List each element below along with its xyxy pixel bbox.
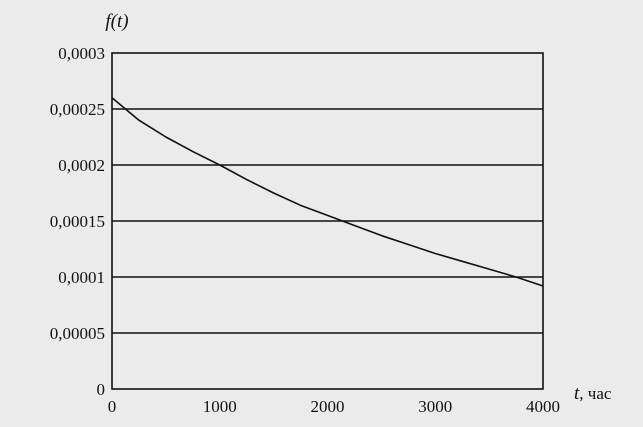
x-tick-label: 3000 xyxy=(418,397,452,416)
y-tick-label: 0,0001 xyxy=(58,268,105,287)
x-tick-label: 1000 xyxy=(203,397,237,416)
y-tick-label: 0,0002 xyxy=(58,156,105,175)
x-tick-label: 2000 xyxy=(311,397,345,416)
y-tick-label: 0,00005 xyxy=(50,324,105,343)
x-axis-variable: t xyxy=(574,383,580,404)
x-axis-title: t, час xyxy=(574,383,612,404)
x-tick-label: 4000 xyxy=(526,397,560,416)
series-group xyxy=(111,97,544,287)
plot-frame xyxy=(111,52,544,390)
y-tick-label: 0,00015 xyxy=(50,212,105,231)
y-tick-label: 0,00025 xyxy=(50,100,105,119)
x-tick-labels: 0 1000 2000 3000 4000 xyxy=(108,397,560,416)
x-tick-label: 0 xyxy=(108,397,117,416)
series-line xyxy=(111,97,544,287)
x-axis-unit: , час xyxy=(579,384,612,403)
y-tick-label: 0,0003 xyxy=(58,44,105,63)
y-tick-labels: 0 0,00005 0,0001 0,00015 0,0002 0,00025 0,0003 xyxy=(50,44,105,399)
y-axis-title: f(t) xyxy=(105,11,128,32)
grid-lines xyxy=(112,108,543,334)
y-tick-label: 0 xyxy=(97,380,106,399)
